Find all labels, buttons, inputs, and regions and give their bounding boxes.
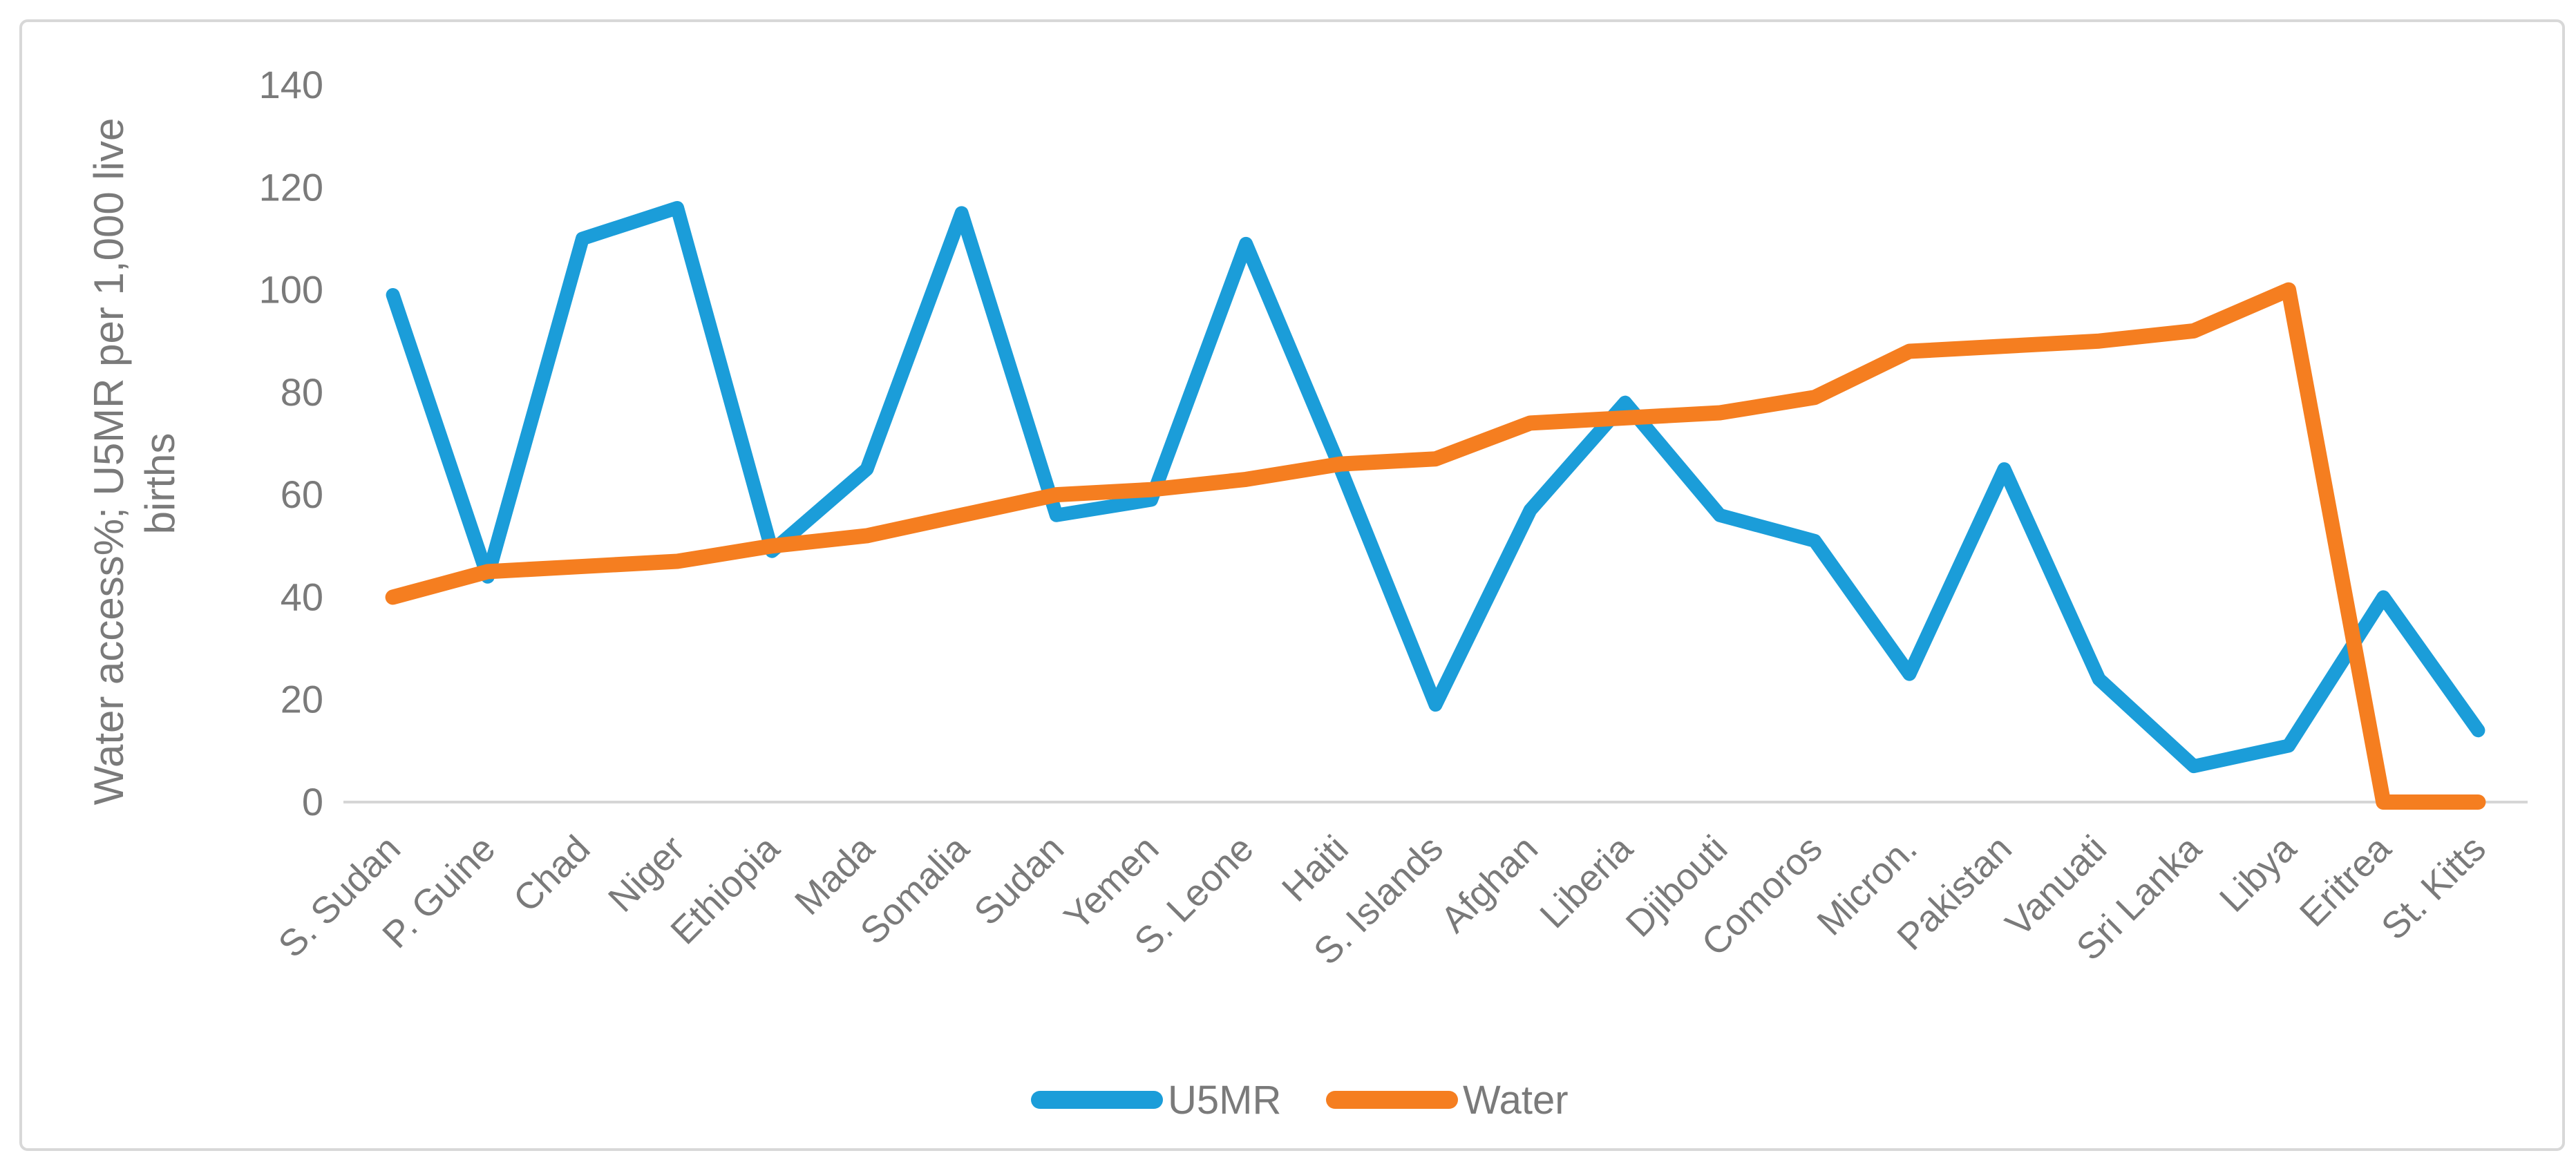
x-label-afghan: Afghan [1433, 828, 1546, 940]
y-tick-label-120: 120 [259, 165, 323, 209]
x-label-sudan: Sudan [966, 828, 1072, 933]
y-axis-title-line-1: Water access%; U5MR per 1,000 live [86, 118, 132, 806]
series-line-u5mr [386, 200, 2485, 774]
x-label-libya: Libya [2212, 827, 2304, 920]
legend-label-water: Water [1463, 1078, 1569, 1123]
y-tick-label-0: 0 [302, 780, 323, 823]
x-label-chad: Chad [506, 828, 598, 920]
y-axis-title: Water access%; U5MR per 1,000 live births [86, 118, 183, 806]
x-label-s-sudan: S. Sudan [271, 828, 409, 966]
y-tick-label-80: 80 [281, 370, 323, 414]
x-label-st-kitts: St. Kitts [2374, 828, 2494, 948]
series-line-water [385, 282, 2486, 810]
legend-item-water: Water [1326, 1078, 1569, 1123]
data-series [385, 200, 2486, 810]
y-tick-label-140: 140 [259, 63, 323, 106]
chart-frame-border [19, 19, 2565, 1151]
x-label-haiti: Haiti [1274, 828, 1356, 910]
y-axis-title-line-2: births [137, 433, 183, 535]
y-tick-label-20: 20 [281, 678, 323, 721]
y-tick-label-100: 100 [259, 268, 323, 312]
legend: U5MR Water [1031, 1078, 1569, 1123]
legend-item-u5mr: U5MR [1031, 1078, 1281, 1123]
y-tick-label-40: 40 [281, 575, 323, 618]
y-tick-label-60: 60 [281, 473, 323, 516]
y-axis-tick-labels: 0 20 40 60 80 100 120 140 [259, 63, 323, 823]
legend-label-u5mr: U5MR [1168, 1078, 1281, 1123]
